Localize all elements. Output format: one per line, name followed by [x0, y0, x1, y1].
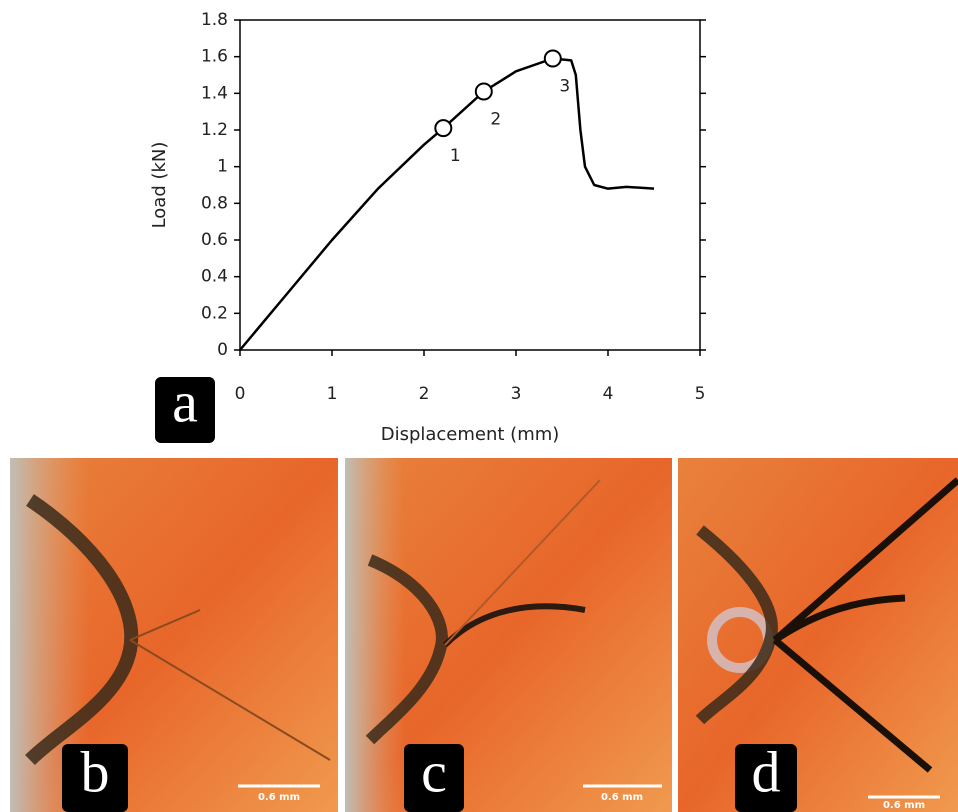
x-tick-label: 0: [235, 384, 246, 404]
x-tick-label: 1: [327, 384, 338, 404]
photo-d: d 0.6 mm: [678, 458, 958, 812]
load-curve: [239, 57, 655, 351]
point-label: 3: [559, 77, 570, 97]
panel-label: b: [81, 739, 110, 804]
y-tick-label: 1.8: [201, 10, 228, 30]
y-tick-label: 1.6: [201, 47, 228, 67]
panel-label-box: [155, 377, 215, 443]
x-tick-label: 5: [695, 384, 706, 404]
point-marker: [474, 82, 493, 101]
panel-label: c: [421, 739, 447, 804]
y-tick-label: 0.2: [201, 303, 228, 323]
point-label: 2: [490, 110, 501, 130]
point-marker: [434, 119, 453, 138]
photo-c: c 0.6 mm: [345, 458, 672, 812]
x-tick-label: 3: [511, 384, 522, 404]
scale-bar-label: 0.6 mm: [883, 800, 925, 811]
point-label: 1: [450, 146, 461, 166]
x-axis-label: Displacement (mm): [381, 424, 560, 445]
y-axis-label: Load (kN): [149, 142, 170, 229]
y-tick-label: 1.4: [201, 83, 228, 103]
axes-frame: [239, 19, 701, 351]
scale-bar-label: 0.6 mm: [258, 792, 300, 803]
y-tick-label: 0.8: [201, 193, 228, 213]
y-tick-label: 0: [217, 340, 228, 360]
y-tick-label: 0.6: [201, 230, 228, 250]
y-tick-label: 1.2: [201, 120, 228, 140]
y-tick-label: 0.4: [201, 267, 228, 287]
x-tick-label: 4: [603, 384, 614, 404]
x-tick-label: 2: [419, 384, 430, 404]
point-marker: [543, 49, 562, 68]
chart-area: 0 0.2 0.4 0.6 0.8 1 1.2 1.4 1.6 1.8 0 1 2 3 4 5 Displace…: [149, 10, 706, 445]
panel-label: d: [752, 739, 781, 804]
scale-bar-label: 0.6 mm: [601, 792, 643, 803]
photo-b: b 0.6 mm: [10, 458, 338, 812]
panel-label: a: [172, 369, 198, 434]
y-tick-label: 1: [217, 157, 228, 177]
